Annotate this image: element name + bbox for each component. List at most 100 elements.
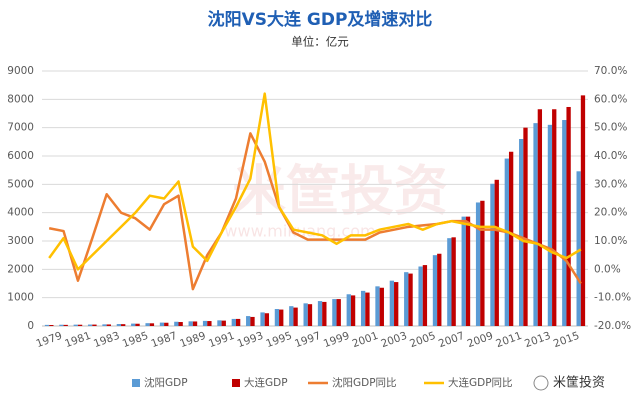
y2-tick-label: 40.0% bbox=[594, 150, 627, 162]
legend-label: 大连GDP bbox=[244, 376, 288, 389]
watermark: 米筐投资 bbox=[232, 160, 448, 223]
bar bbox=[562, 120, 567, 327]
bar bbox=[102, 324, 107, 326]
bar bbox=[44, 324, 50, 326]
bar bbox=[317, 301, 323, 326]
bar bbox=[475, 202, 481, 326]
bar bbox=[375, 286, 380, 326]
bar bbox=[447, 238, 452, 326]
y-tick-label: 9000 bbox=[7, 65, 34, 77]
y-tick-label: 6000 bbox=[7, 150, 34, 162]
bar bbox=[246, 316, 251, 326]
bar bbox=[49, 325, 54, 326]
bar bbox=[221, 320, 226, 326]
bar bbox=[87, 324, 93, 326]
bar bbox=[580, 95, 586, 326]
bar bbox=[523, 127, 528, 327]
bar bbox=[279, 309, 284, 326]
y2-tick-label: -20.0% bbox=[594, 320, 631, 332]
y-tick-label: 8000 bbox=[7, 93, 34, 105]
y2-tick-label: 60.0% bbox=[594, 93, 627, 105]
bar bbox=[346, 294, 351, 326]
bar bbox=[207, 321, 212, 326]
bar bbox=[217, 320, 222, 326]
brand: 米筐投资 bbox=[553, 375, 605, 391]
y2-tick-label: 70.0% bbox=[594, 65, 627, 77]
legend-label: 沈阳GDP bbox=[144, 376, 188, 389]
bar bbox=[576, 171, 581, 326]
chart-subtitle: 单位：亿元 bbox=[291, 35, 349, 49]
y2-tick-label: 0.0% bbox=[594, 263, 621, 275]
bar bbox=[404, 272, 409, 326]
y-tick-label: 2000 bbox=[7, 263, 34, 275]
bar bbox=[149, 323, 155, 326]
bar bbox=[289, 306, 294, 326]
bar bbox=[178, 322, 183, 326]
bar bbox=[461, 216, 466, 326]
bar bbox=[508, 151, 514, 326]
bar bbox=[408, 273, 413, 326]
legend-swatch bbox=[232, 379, 240, 387]
bar bbox=[552, 109, 557, 326]
bar bbox=[77, 324, 83, 326]
y-tick-label: 3000 bbox=[7, 235, 34, 247]
bar bbox=[293, 307, 298, 326]
bar bbox=[274, 309, 280, 326]
y-tick-label: 0 bbox=[27, 320, 34, 332]
bar bbox=[135, 323, 140, 326]
bar bbox=[202, 320, 208, 326]
bar bbox=[422, 265, 428, 326]
bar bbox=[504, 158, 509, 326]
bar bbox=[192, 321, 198, 326]
bar bbox=[59, 324, 64, 326]
bar bbox=[322, 301, 327, 326]
bar bbox=[432, 255, 438, 326]
y-tick-label: 1000 bbox=[7, 292, 34, 304]
y2-tick-label: 50.0% bbox=[594, 122, 627, 134]
bar bbox=[332, 299, 337, 326]
bar bbox=[379, 287, 384, 326]
y-tick-label: 7000 bbox=[7, 122, 34, 134]
bar bbox=[231, 318, 236, 326]
bar bbox=[336, 299, 341, 326]
bar bbox=[188, 321, 193, 326]
brand-icon bbox=[533, 375, 549, 391]
y-tick-label: 5000 bbox=[7, 178, 34, 190]
bar bbox=[73, 324, 78, 326]
bar bbox=[145, 323, 150, 326]
y2-tick-label: 20.0% bbox=[594, 207, 627, 219]
bar bbox=[131, 323, 136, 326]
legend-label: 大连GDP同比 bbox=[448, 376, 513, 389]
chart-title: 沈阳VS大连 GDP及增速对比 bbox=[208, 9, 433, 30]
bar bbox=[547, 124, 553, 326]
bar bbox=[264, 313, 270, 326]
bar bbox=[121, 324, 126, 326]
bar bbox=[389, 280, 395, 326]
bar bbox=[490, 183, 495, 326]
bar bbox=[394, 282, 399, 326]
y-tick-label: 4000 bbox=[7, 207, 34, 219]
line bbox=[48, 92, 582, 271]
bar bbox=[303, 303, 308, 326]
y2-tick-label: -10.0% bbox=[594, 292, 631, 304]
bar bbox=[260, 312, 265, 326]
bar bbox=[494, 179, 499, 326]
bar bbox=[437, 253, 442, 326]
bar bbox=[235, 318, 241, 326]
legend-label: 沈阳GDP同比 bbox=[332, 376, 397, 389]
bar bbox=[164, 322, 169, 326]
y2-tick-label: 30.0% bbox=[594, 178, 627, 190]
bar bbox=[350, 295, 356, 326]
bar bbox=[116, 324, 122, 326]
bar bbox=[174, 321, 179, 326]
legend-swatch bbox=[132, 379, 140, 387]
bar bbox=[250, 316, 255, 326]
bar bbox=[519, 139, 524, 326]
bar bbox=[418, 266, 423, 326]
y2-tick-label: 10.0% bbox=[594, 235, 627, 247]
bar bbox=[63, 324, 68, 326]
bar bbox=[465, 216, 471, 326]
bar bbox=[480, 200, 485, 326]
